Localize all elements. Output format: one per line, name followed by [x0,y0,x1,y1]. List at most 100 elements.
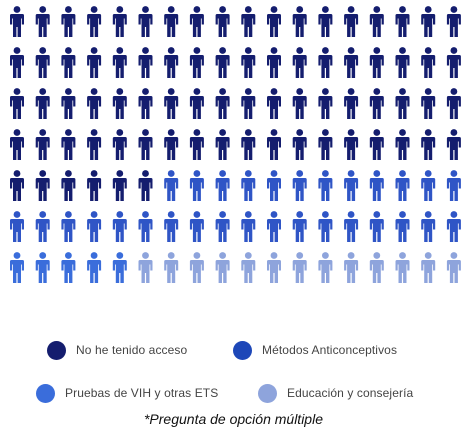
person-icon [61,129,76,160]
person-icon [61,47,76,78]
person-icon [112,47,127,78]
person-icon [292,252,307,283]
person-icon [87,129,102,160]
person-icon [215,88,230,119]
person-icon [189,47,204,78]
person-icon [241,252,256,283]
person-icon [421,129,436,160]
person-icon [421,211,436,242]
person-icon [395,88,410,119]
person-icon [395,6,410,37]
person-icon [292,88,307,119]
person-icon [189,252,204,283]
person-icon [138,6,153,37]
person-icon [10,47,24,78]
person-icon [10,170,24,201]
person-icon [395,129,410,160]
legend-label: Pruebas de VIH y otras ETS [65,386,219,400]
person-icon [10,211,24,242]
person-icon [138,47,153,78]
person-icon [318,88,333,119]
person-icon [189,88,204,119]
person-icon [292,211,307,242]
person-icon [344,6,359,37]
person-icon [318,170,333,201]
legend-row-2: Pruebas de VIH y otras ETS Educación y c… [0,382,467,404]
person-icon [267,252,281,283]
person-icon [164,88,179,119]
legend-item-hiv-tests: Pruebas de VIH y otras ETS [36,382,218,404]
footnote: *Pregunta de opción múltiple [143,411,323,427]
person-icon [61,211,76,242]
person-icon [267,170,281,201]
legend-label: No he tenido acceso [76,343,188,357]
person-icon [446,170,461,201]
person-icon [10,88,24,119]
pictogram-chart [10,6,461,283]
person-icon [10,252,24,283]
person-icon [344,170,359,201]
person-icon [35,129,50,160]
person-icon [421,88,436,119]
legend-swatch [233,340,252,360]
person-icon [369,252,384,283]
person-icon [164,129,179,160]
person-icon [267,6,281,37]
person-icon [189,6,204,37]
person-icon [318,129,333,160]
person-icon [421,47,436,78]
person-icon [112,252,127,283]
person-icon [267,129,281,160]
person-icon [164,6,179,37]
person-icon [369,170,384,201]
person-icon [344,88,359,119]
person-icon [395,170,410,201]
person-icon [215,129,230,160]
legend-label: Métodos Anticonceptivos [262,343,398,357]
person-icon [421,252,436,283]
person-icon [87,6,102,37]
legend-swatch [258,383,277,403]
person-icon [112,170,127,201]
person-icon [215,252,230,283]
person-icon [395,47,410,78]
person-icon [446,6,461,37]
person-icon [87,47,102,78]
person-icon [35,88,50,119]
person-icon [10,129,24,160]
person-icon [344,47,359,78]
legend-item-no-access: No he tenido acceso [47,339,187,361]
person-icon [241,211,256,242]
person-icon [61,170,76,201]
person-icon [10,6,24,37]
person-icon [292,47,307,78]
person-icon [215,211,230,242]
person-icon [369,129,384,160]
person-icon [369,47,384,78]
person-icon [138,129,153,160]
person-icon [87,88,102,119]
person-icon [446,252,461,283]
person-icon [267,88,281,119]
person-icon [318,6,333,37]
person-icon [292,129,307,160]
person-icon [112,6,127,37]
person-icon [189,129,204,160]
person-icon [318,252,333,283]
person-icon [215,47,230,78]
person-icon [112,129,127,160]
person-icon [61,6,76,37]
person-icon [138,88,153,119]
person-icon [241,129,256,160]
person-icon [344,129,359,160]
person-icon [164,47,179,78]
person-icon [446,211,461,242]
person-icon [87,252,102,283]
person-icon [35,6,50,37]
person-icon [318,211,333,242]
person-icon [112,211,127,242]
person-icon [35,170,50,201]
person-icon [215,170,230,201]
person-icon [267,47,281,78]
person-icon [164,211,179,242]
